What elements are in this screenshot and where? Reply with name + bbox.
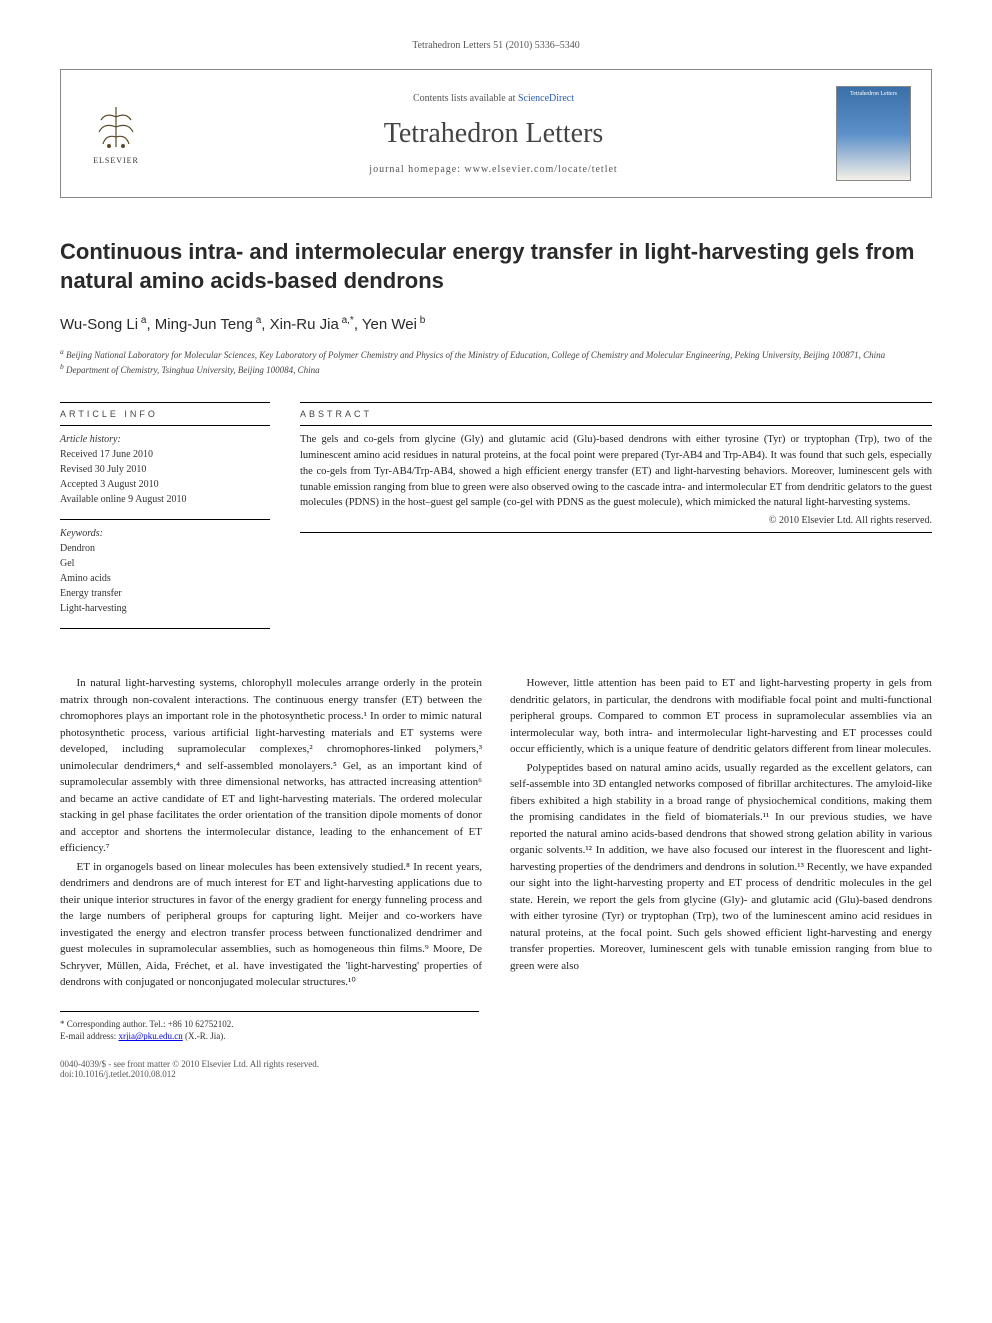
- history-line: Available online 9 August 2010: [60, 492, 270, 507]
- homepage-line: journal homepage: www.elsevier.com/locat…: [151, 164, 836, 175]
- body-paragraph: ET in organogels based on linear molecul…: [60, 859, 482, 991]
- keywords-label: Keywords:: [60, 526, 270, 541]
- body-paragraph: Polypeptides based on natural amino acid…: [510, 760, 932, 975]
- email-person: (X.-R. Jia).: [183, 1031, 226, 1041]
- corresponding-author: * Corresponding author. Tel.: +86 10 627…: [60, 1018, 479, 1031]
- journal-name: Tetrahedron Letters: [151, 118, 836, 150]
- history-label: Article history:: [60, 432, 270, 447]
- footer: 0040-4039/$ - see front matter © 2010 El…: [60, 1059, 932, 1079]
- abstract-column: ABSTRACT The gels and co-gels from glyci…: [300, 396, 932, 635]
- header-center: Contents lists available at ScienceDirec…: [151, 93, 836, 175]
- keyword: Light-harvesting: [60, 601, 270, 616]
- author: Yen Wei b: [362, 316, 425, 333]
- author: Ming-Jun Teng a: [155, 316, 261, 333]
- abstract-heading: ABSTRACT: [300, 409, 932, 419]
- history-line: Revised 30 July 2010: [60, 462, 270, 477]
- author: Xin-Ru Jia a,*: [270, 316, 354, 333]
- cover-thumbnail: Tetrahedron Letters: [836, 86, 911, 181]
- info-abstract-row: ARTICLE INFO Article history: Received 1…: [60, 396, 932, 635]
- keyword: Gel: [60, 556, 270, 571]
- affiliation-line: b Department of Chemistry, Tsinghua Univ…: [60, 362, 932, 377]
- abstract-text: The gels and co-gels from glycine (Gly) …: [300, 432, 932, 511]
- authors-list: Wu-Song Li a, Ming-Jun Teng a, Xin-Ru Ji…: [60, 315, 932, 333]
- article-history: Article history: Received 17 June 2010Re…: [60, 432, 270, 507]
- elsevier-logo: ELSEVIER: [81, 94, 151, 174]
- affiliation-line: a Beijing National Laboratory for Molecu…: [60, 347, 932, 362]
- keyword: Energy transfer: [60, 586, 270, 601]
- citation-header: Tetrahedron Letters 51 (2010) 5336–5340: [60, 40, 932, 51]
- contents-available-line: Contents lists available at ScienceDirec…: [151, 93, 836, 104]
- author-sup: a: [138, 315, 146, 326]
- abstract-copyright: © 2010 Elsevier Ltd. All rights reserved…: [300, 515, 932, 526]
- footer-doi: doi:10.1016/j.tetlet.2010.08.012: [60, 1069, 932, 1079]
- article-title: Continuous intra- and intermolecular ene…: [60, 238, 932, 295]
- elsevier-label: ELSEVIER: [93, 156, 139, 165]
- affiliations: a Beijing National Laboratory for Molecu…: [60, 347, 932, 376]
- keyword: Amino acids: [60, 571, 270, 586]
- keyword: Dendron: [60, 541, 270, 556]
- history-line: Received 17 June 2010: [60, 447, 270, 462]
- keywords-block: Keywords: DendronGelAmino acidsEnergy tr…: [60, 526, 270, 616]
- body-paragraph: However, little attention has been paid …: [510, 675, 932, 758]
- journal-header-box: ELSEVIER Contents lists available at Sci…: [60, 69, 932, 198]
- article-info-column: ARTICLE INFO Article history: Received 1…: [60, 396, 270, 635]
- footnote-block: * Corresponding author. Tel.: +86 10 627…: [60, 1011, 479, 1043]
- email-link[interactable]: xrjia@pku.edu.cn: [118, 1031, 182, 1041]
- sciencedirect-link[interactable]: ScienceDirect: [518, 93, 574, 104]
- author-sup: a,*: [339, 315, 354, 326]
- author-sup: a: [253, 315, 261, 326]
- history-line: Accepted 3 August 2010: [60, 477, 270, 492]
- elsevier-tree-icon: [91, 102, 141, 152]
- author-sup: b: [417, 315, 425, 326]
- contents-prefix: Contents lists available at: [413, 93, 518, 104]
- body-text: In natural light-harvesting systems, chl…: [60, 675, 932, 991]
- homepage-url: www.elsevier.com/locate/tetlet: [465, 164, 618, 175]
- body-paragraph: In natural light-harvesting systems, chl…: [60, 675, 482, 857]
- cover-thumb-title: Tetrahedron Letters: [837, 91, 910, 97]
- homepage-label: journal homepage:: [369, 164, 464, 175]
- footer-copyright: 0040-4039/$ - see front matter © 2010 El…: [60, 1059, 932, 1069]
- article-info-heading: ARTICLE INFO: [60, 409, 270, 419]
- author: Wu-Song Li a: [60, 316, 146, 333]
- email-line: E-mail address: xrjia@pku.edu.cn (X.-R. …: [60, 1030, 479, 1043]
- email-label: E-mail address:: [60, 1031, 118, 1041]
